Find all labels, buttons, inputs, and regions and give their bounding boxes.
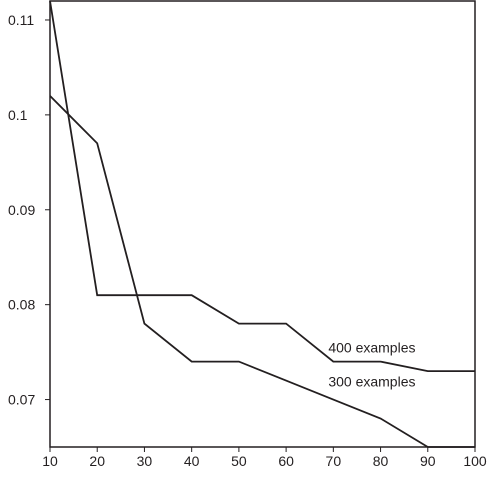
plot-frame (49, 0, 476, 448)
y-tick-label: 0.08 (8, 297, 35, 313)
x-tick-label: 70 (326, 453, 342, 469)
y-tick-label: 0.07 (8, 392, 35, 408)
x-tick-label: 30 (137, 453, 153, 469)
annotation-layer: 400 examples 300 examples (328, 339, 415, 389)
x-axis-ticks: 10 20 30 40 50 60 70 80 90 100 (42, 447, 487, 469)
y-tick-label: 0.09 (8, 202, 35, 218)
y-tick-label: 0.11 (8, 12, 34, 28)
series-layer (49, 0, 475, 448)
series-annotation-label: 400 examples (328, 339, 415, 355)
x-tick-label: 90 (420, 453, 436, 469)
x-tick-label: 80 (373, 453, 389, 469)
series-line-300-examples (49, 0, 475, 373)
x-tick-label: 100 (463, 453, 487, 469)
series-annotation-label: 300 examples (328, 374, 415, 390)
x-tick-label: 40 (184, 453, 200, 469)
y-axis-ticks: 0.07 0.08 0.09 0.1 0.11 (8, 12, 50, 408)
x-tick-label: 60 (278, 453, 294, 469)
y-tick-label: 0.1 (8, 107, 28, 123)
x-tick-label: 50 (231, 453, 247, 469)
x-tick-label: 20 (89, 453, 105, 469)
x-tick-label: 10 (42, 453, 58, 469)
series-line-400-examples (49, 95, 475, 448)
